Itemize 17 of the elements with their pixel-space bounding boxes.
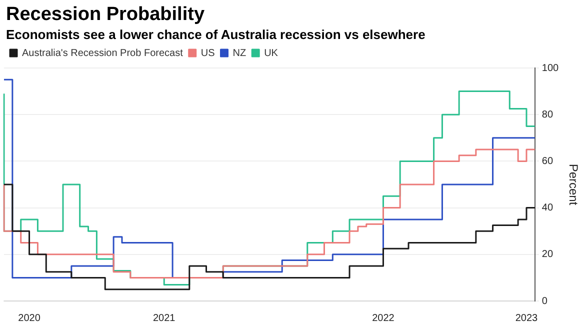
- y-axis-title: Percent: [566, 164, 580, 206]
- x-tick-label: 2022: [372, 312, 395, 324]
- x-tick-label: 2020: [18, 312, 41, 324]
- y-tick-label: 100: [542, 62, 560, 74]
- legend-label: US: [200, 48, 216, 59]
- y-tick-label: 0: [542, 296, 548, 307]
- legend-label: Australia's Recession Prob Forecast: [22, 48, 184, 59]
- legend-label: UK: [264, 48, 278, 59]
- y-tick-label: 20: [542, 249, 554, 260]
- x-tick-label: 2023: [515, 312, 538, 324]
- x-tick-label: 2021: [152, 312, 176, 324]
- legend-label: NZ: [232, 48, 246, 59]
- chart-subtitle: Economists see a lower chance of Australia recession vs elsewhere: [6, 27, 426, 42]
- y-tick-label: 60: [542, 156, 554, 167]
- y-tick-label: 80: [542, 109, 554, 120]
- y-tick-label: 40: [542, 202, 554, 214]
- chart-title: Recession Probability: [6, 4, 205, 26]
